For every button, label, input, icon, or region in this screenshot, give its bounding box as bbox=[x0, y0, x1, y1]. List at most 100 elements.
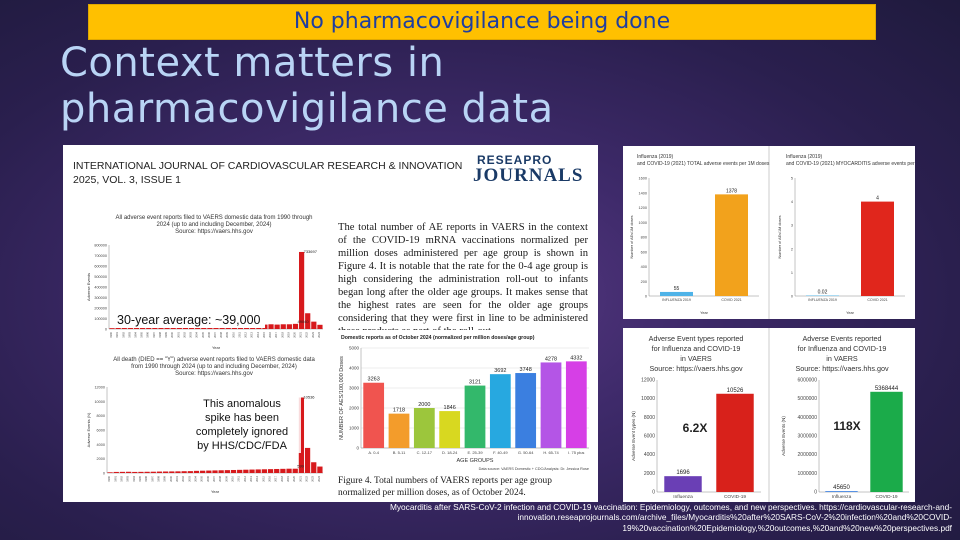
bar bbox=[464, 385, 486, 448]
x-tick-label: 1995 bbox=[138, 475, 142, 481]
x-tick-label: 2006 bbox=[207, 331, 211, 337]
bar bbox=[187, 471, 193, 473]
chart-title: for Influenza and COVID-19 bbox=[652, 344, 741, 353]
bar-value-label: 1846 bbox=[444, 405, 456, 411]
age-groups-chart: Domestic reports as of October 2024 (nor… bbox=[333, 330, 595, 472]
x-tick-label: 2017 bbox=[274, 331, 278, 337]
paper-body-text: The total number of AE reports in VAERS … bbox=[338, 222, 588, 337]
bar bbox=[715, 194, 748, 296]
x-tick-label: 2021 bbox=[299, 331, 303, 337]
fig2-caption-line: from 1990 through 2024 (up to and includ… bbox=[131, 364, 297, 370]
y-tick-label: 700000 bbox=[94, 254, 107, 258]
x-tick-label: 1993 bbox=[126, 475, 130, 481]
bar bbox=[170, 327, 176, 329]
y-tick-label: 0 bbox=[356, 446, 359, 451]
x-tick-label: I. 75 plus bbox=[568, 450, 584, 455]
x-tick-label: INFLUENZA 2019 bbox=[808, 298, 837, 302]
average-annotation: 30-year average: ~39,000 bbox=[113, 312, 265, 328]
bar bbox=[292, 323, 299, 329]
y-tick-label: 300000 bbox=[94, 296, 107, 300]
y-tick-label: 10000 bbox=[94, 400, 105, 404]
bar bbox=[200, 470, 206, 473]
bar-value-label: 1718 bbox=[393, 408, 405, 414]
bar bbox=[224, 470, 230, 473]
bar-value-label: 1696 bbox=[676, 470, 690, 476]
bar-value-label: 45650 bbox=[833, 485, 850, 491]
bar bbox=[274, 468, 280, 473]
x-tick-label: 2017 bbox=[274, 475, 278, 481]
y-tick-label: 12000 bbox=[641, 378, 655, 384]
x-tick-label: 2024 bbox=[317, 331, 321, 337]
bar bbox=[158, 327, 164, 329]
x-axis-label: Year bbox=[212, 345, 221, 350]
bar bbox=[317, 466, 323, 473]
x-tick-label: 1993 bbox=[127, 331, 131, 337]
bar-value-label: 3263 bbox=[368, 377, 380, 383]
bar bbox=[156, 471, 163, 473]
x-tick-label: 2010 bbox=[231, 331, 235, 337]
chart-title: Adverse Event types reported bbox=[649, 334, 744, 343]
bar bbox=[181, 471, 187, 473]
bar bbox=[664, 476, 702, 492]
source-citation: Myocarditis after SARS-CoV-2 infection a… bbox=[262, 502, 952, 533]
bar bbox=[206, 470, 212, 473]
y-tick-label: 4000 bbox=[644, 452, 655, 458]
x-tick-label: 2000 bbox=[169, 475, 173, 481]
journal-name: INTERNATIONAL JOURNAL OF CARDIOVASCULAR … bbox=[73, 160, 463, 172]
x-tick-label: 2023 bbox=[311, 475, 315, 481]
y-tick-label: 1 bbox=[791, 271, 793, 275]
bar-value-label: 3121 bbox=[469, 380, 481, 386]
x-axis-label: AGE GROUPS bbox=[457, 458, 494, 464]
y-tick-label: 400 bbox=[641, 265, 647, 269]
bar-value-label: 4 bbox=[876, 196, 879, 202]
y-tick-label: 3 bbox=[791, 224, 793, 228]
bar-value-label: 4332 bbox=[570, 355, 582, 361]
bar bbox=[218, 470, 224, 473]
x-tick-label: 2003 bbox=[187, 475, 191, 481]
y-axis-label: Number of AEs/1M doses bbox=[630, 215, 634, 258]
x-tick-label: 2016 bbox=[268, 331, 272, 337]
fig2-caption: All death (DIED == "Y") adverse event re… bbox=[99, 357, 329, 378]
bar-value-label: 4278 bbox=[545, 356, 557, 362]
bar-value-label: 2000 bbox=[418, 402, 430, 408]
bar bbox=[299, 251, 305, 329]
y-tick-label: 3000000 bbox=[798, 434, 818, 440]
x-tick-label: 1995 bbox=[140, 331, 144, 337]
x-tick-label: 2018 bbox=[280, 475, 284, 481]
bar bbox=[439, 411, 461, 448]
spike-annotation: This anomalous spike has been completely… bbox=[183, 397, 301, 453]
bar-value-label: 0.02 bbox=[818, 290, 828, 296]
y-tick-label: 0 bbox=[652, 490, 655, 496]
y-tick-label: 200 bbox=[641, 280, 647, 284]
y-tick-label: 8000 bbox=[644, 415, 655, 421]
bar bbox=[113, 471, 119, 473]
bar bbox=[140, 327, 146, 329]
bar bbox=[195, 327, 201, 329]
bar bbox=[163, 471, 169, 473]
x-tick-label: 2004 bbox=[193, 475, 197, 481]
x-tick-label: Influenza bbox=[832, 494, 852, 500]
bar bbox=[150, 471, 156, 473]
x-tick-label: 2006 bbox=[206, 475, 210, 481]
bar bbox=[115, 327, 121, 329]
x-tick-label: 1996 bbox=[144, 475, 148, 481]
y-tick-label: 8000 bbox=[97, 414, 105, 418]
banner-text: No pharmacovigilance being done bbox=[293, 9, 671, 34]
x-tick-label: G. 50-64 bbox=[518, 450, 534, 455]
chart-subtitle: Source: https://vaers.hhs.gov bbox=[795, 364, 888, 373]
fig2-caption-line: All death (DIED == "Y") adverse event re… bbox=[113, 357, 315, 363]
y-tick-label: 4000 bbox=[97, 443, 105, 447]
data-label: 599 bbox=[297, 464, 304, 469]
y-axis-label: Adverse Events (N) bbox=[781, 416, 786, 456]
chart-subtitle: Source: https://vaers.hhs.gov bbox=[649, 364, 742, 373]
bar bbox=[119, 471, 126, 473]
x-tick-label: 1990 bbox=[109, 331, 113, 337]
x-tick-label: 2015 bbox=[262, 331, 266, 337]
x-tick-label: 2001 bbox=[176, 331, 180, 337]
y-tick-label: 0 bbox=[645, 295, 647, 299]
x-tick-label: 2003 bbox=[189, 331, 193, 337]
y-axis-label: Adverse Events (N) bbox=[86, 412, 91, 447]
y-tick-label: 200000 bbox=[94, 307, 107, 311]
